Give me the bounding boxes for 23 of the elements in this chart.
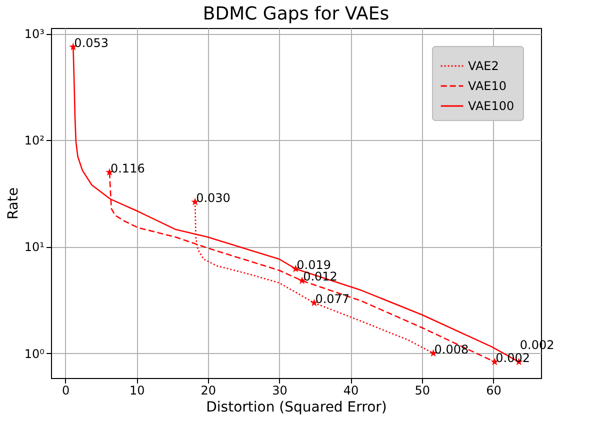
legend-label: VAE100 (468, 99, 514, 113)
annotation: 0.116 (110, 161, 145, 176)
x-tick-label: 40 (343, 384, 359, 398)
y-tick-label: 10⁰ (24, 346, 45, 361)
annotation: 0.008 (434, 342, 469, 356)
x-tick-label: 10 (129, 384, 145, 398)
y-axis-title: Rate (5, 187, 22, 220)
y-tick-label: 10³ (24, 27, 45, 42)
x-tick-label: 60 (486, 384, 502, 398)
y-tick-label: 10² (24, 134, 45, 148)
x-tick-label: 30 (272, 384, 288, 398)
x-tick-label: 20 (200, 384, 216, 398)
annotation: 0.077 (315, 292, 350, 306)
chart-title: BDMC Gaps for VAEs (202, 4, 390, 25)
x-axis-title: Distortion (Squared Error) (206, 400, 387, 416)
legend-label: VAE2 (468, 59, 499, 73)
annotation: 0.030 (196, 190, 230, 205)
annotation: 0.053 (74, 36, 109, 50)
y-tick-label: 10¹ (24, 240, 45, 254)
annotation: 0.019 (296, 258, 332, 272)
x-tick-label: 50 (414, 384, 430, 398)
legend-label: VAE10 (468, 79, 507, 93)
x-tick-label: 0 (62, 384, 70, 398)
